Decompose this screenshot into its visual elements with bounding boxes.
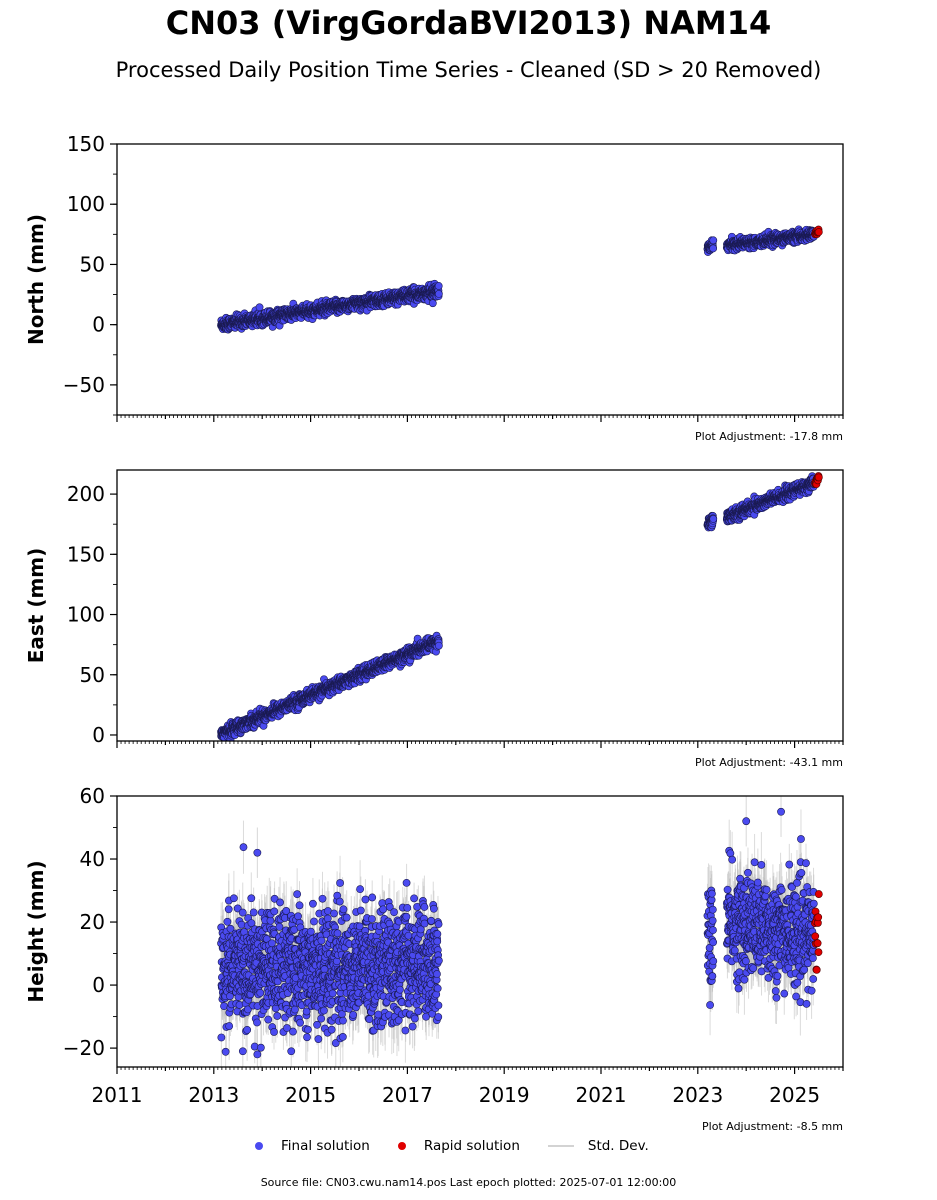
panel-1: −50 0 50 100 150 North (mm) Plot Adjustment: -… (24, 132, 844, 443)
y-tick-label: 100 (67, 192, 105, 216)
rapid-solution-points (811, 225, 823, 239)
rapid-point (814, 228, 823, 236)
axes-frame (116, 143, 844, 416)
panel-2-data (217, 472, 823, 741)
y-axis-label: North (mm) (24, 214, 48, 345)
final-point (428, 299, 437, 308)
final-point (434, 289, 443, 298)
final-solution-points (217, 225, 818, 334)
y-tick-label: 0 (92, 313, 105, 337)
chart-subtitle: Processed Daily Position Time Series - C… (115, 58, 822, 82)
final-point (434, 282, 443, 290)
panel-1-data (217, 225, 823, 334)
final-point (709, 236, 718, 245)
y-tick-label: −50 (63, 373, 105, 397)
final-point (709, 244, 718, 253)
y-tick-label: 150 (67, 132, 105, 156)
final-point (255, 303, 264, 312)
plot-adjustment-label: Plot Adjustment: -17.8 mm (695, 430, 843, 443)
chart-title: CN03 (VirgGordaBVI2013) NAM14 (165, 4, 772, 42)
y-tick-label: 50 (80, 252, 105, 276)
